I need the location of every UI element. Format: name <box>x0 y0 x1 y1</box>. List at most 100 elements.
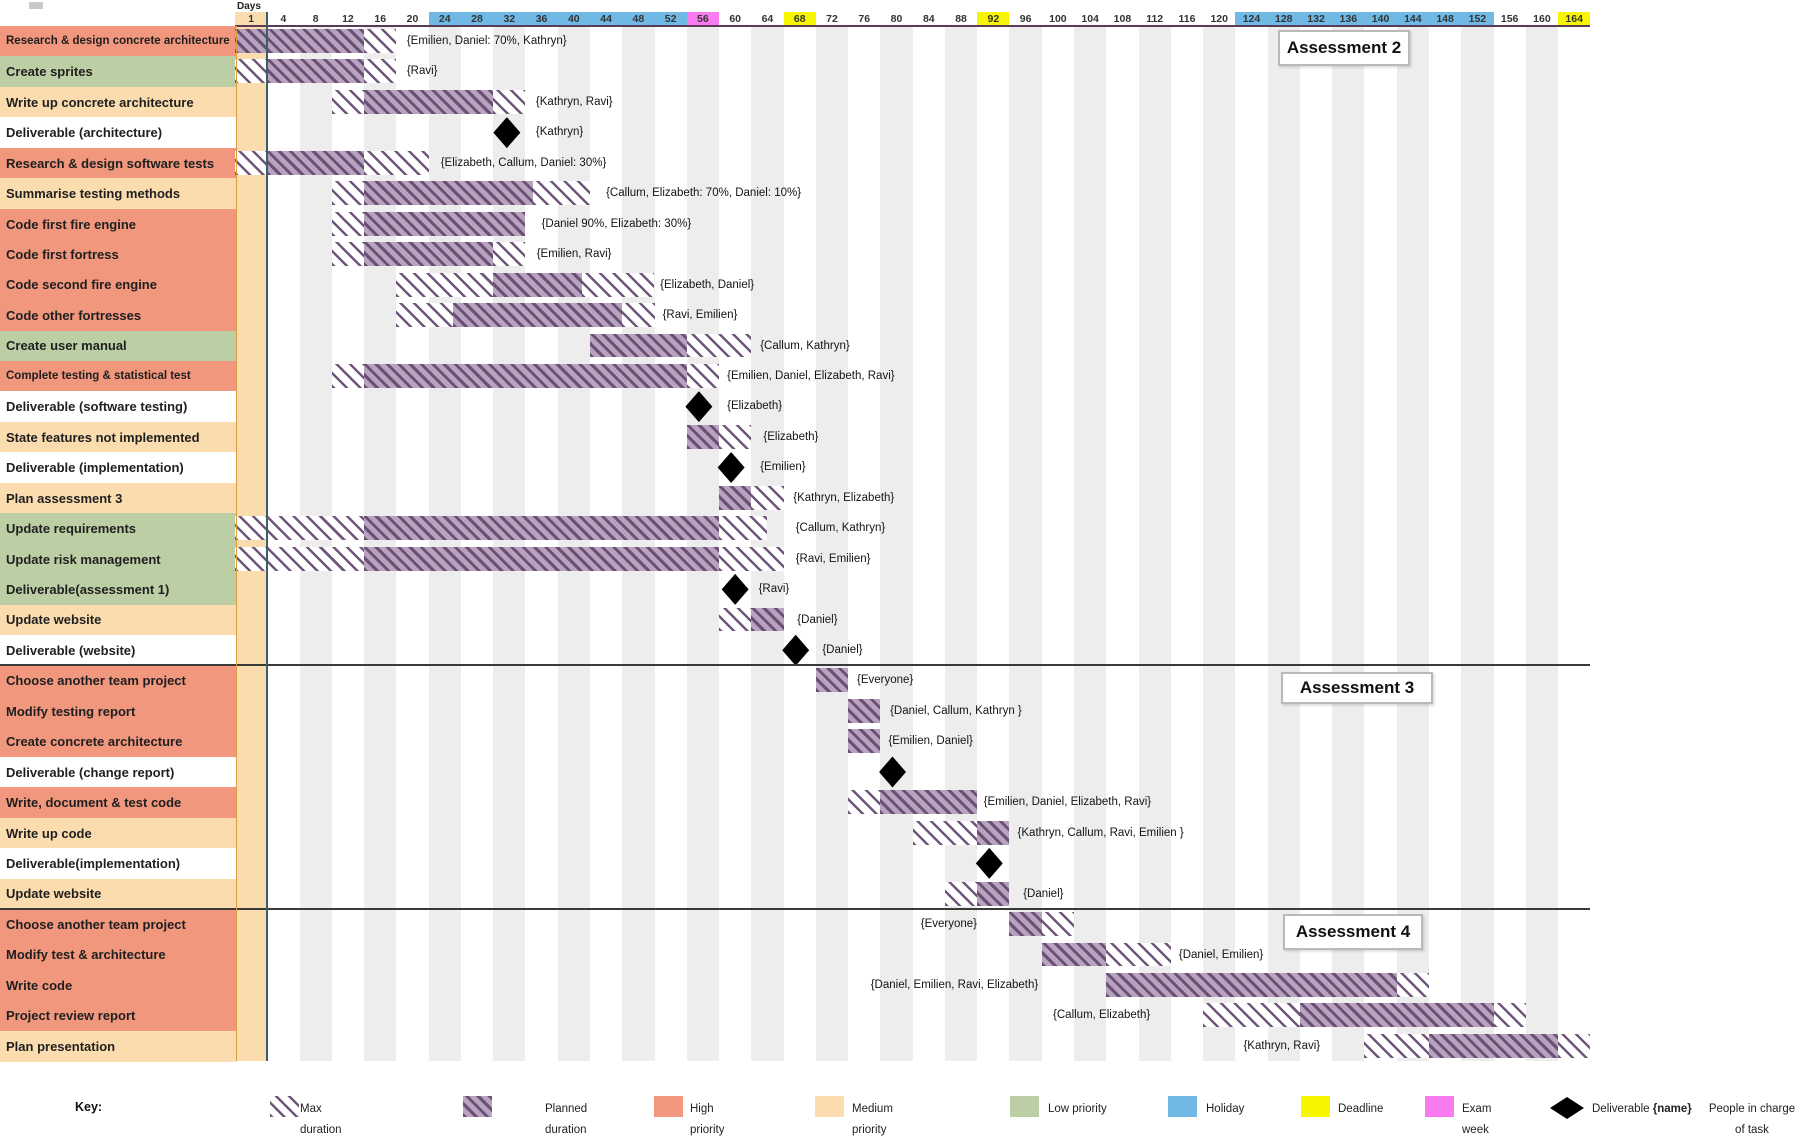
day-tick-132[interactable]: 132 <box>1299 12 1333 26</box>
planned-duration-bar[interactable] <box>364 89 494 114</box>
planned-duration-bar[interactable] <box>686 424 720 449</box>
task-label[interactable]: Deliverable (software testing) <box>0 391 236 423</box>
planned-duration-bar[interactable] <box>848 729 881 754</box>
planned-duration-bar[interactable] <box>1041 942 1107 967</box>
planned-duration-bar[interactable] <box>815 668 849 693</box>
task-label[interactable]: Research & design concrete architecture <box>0 26 236 57</box>
task-label[interactable]: Update requirements <box>0 513 236 544</box>
task-label[interactable]: State features not implemented <box>0 421 236 453</box>
task-label[interactable]: Code other fortresses <box>0 300 236 331</box>
planned-duration-bar[interactable] <box>977 820 1010 845</box>
max-duration-bar[interactable] <box>364 59 397 84</box>
task-label[interactable]: Deliverable (website) <box>0 635 236 666</box>
max-duration-bar[interactable] <box>493 89 526 114</box>
max-duration-bar[interactable] <box>493 242 526 267</box>
day-tick-112[interactable]: 112 <box>1138 12 1171 26</box>
max-duration-bar[interactable] <box>719 424 752 449</box>
day-tick-44[interactable]: 44 <box>589 12 623 26</box>
day-tick-64[interactable]: 64 <box>751 12 784 26</box>
day-tick-36[interactable]: 36 <box>525 12 558 26</box>
task-label[interactable]: Create sprites <box>0 56 236 88</box>
day-tick-48[interactable]: 48 <box>622 12 655 26</box>
day-tick-104[interactable]: 104 <box>1074 12 1107 26</box>
day-tick-152[interactable]: 152 <box>1461 12 1494 26</box>
day-tick-8[interactable]: 8 <box>299 12 332 26</box>
max-duration-bar[interactable] <box>364 29 397 53</box>
day-tick-156[interactable]: 156 <box>1493 12 1526 26</box>
max-duration-bar[interactable] <box>912 820 978 845</box>
day-tick-164[interactable]: 164 <box>1558 12 1591 26</box>
max-duration-bar[interactable] <box>719 516 768 541</box>
planned-duration-bar[interactable] <box>364 242 494 267</box>
day-tick-100[interactable]: 100 <box>1041 12 1075 26</box>
task-label[interactable]: Update website <box>0 878 236 910</box>
day-tick-60[interactable]: 60 <box>719 12 752 26</box>
day-tick-32[interactable]: 32 <box>493 12 526 26</box>
planned-duration-bar[interactable] <box>364 181 534 206</box>
planned-duration-bar[interactable] <box>719 485 752 510</box>
planned-duration-bar[interactable] <box>267 150 365 175</box>
max-duration-bar[interactable] <box>396 303 453 327</box>
max-duration-bar[interactable] <box>235 59 268 84</box>
day-tick-96[interactable]: 96 <box>1009 12 1042 26</box>
task-label[interactable]: Code first fire engine <box>0 208 236 240</box>
task-label[interactable]: Deliverable (architecture) <box>0 117 236 149</box>
task-label[interactable]: Update website <box>0 604 236 636</box>
max-duration-bar[interactable] <box>1396 972 1429 997</box>
day-tick-4[interactable]: 4 <box>267 12 300 26</box>
day-tick-68[interactable]: 68 <box>783 12 816 26</box>
task-label[interactable]: Choose another team project <box>0 665 236 697</box>
day-tick-76[interactable]: 76 <box>848 12 881 26</box>
task-label[interactable]: Write code <box>0 969 236 1001</box>
day-tick-108[interactable]: 108 <box>1106 12 1139 26</box>
max-duration-bar[interactable] <box>1364 1033 1429 1058</box>
max-duration-bar[interactable] <box>581 272 655 297</box>
day-tick-56[interactable]: 56 <box>686 12 720 26</box>
day-tick-128[interactable]: 128 <box>1267 12 1300 26</box>
task-label[interactable]: Complete testing & statistical test <box>0 360 236 392</box>
task-label[interactable]: Deliverable(implementation) <box>0 848 236 879</box>
max-duration-bar[interactable] <box>331 181 365 206</box>
max-duration-bar[interactable] <box>719 546 784 571</box>
planned-duration-bar[interactable] <box>848 698 881 723</box>
planned-duration-bar[interactable] <box>589 333 687 358</box>
day-tick-136[interactable]: 136 <box>1332 12 1365 26</box>
planned-duration-bar[interactable] <box>977 881 1010 906</box>
day-tick-140[interactable]: 140 <box>1364 12 1397 26</box>
max-duration-bar[interactable] <box>622 303 655 327</box>
max-duration-bar[interactable] <box>719 607 752 632</box>
max-duration-bar[interactable] <box>944 881 978 906</box>
task-label[interactable]: Project review report <box>0 1000 236 1032</box>
max-duration-bar[interactable] <box>751 485 784 510</box>
max-duration-bar[interactable] <box>331 89 365 114</box>
task-label[interactable]: Research & design software tests <box>0 147 236 179</box>
max-duration-bar[interactable] <box>1041 912 1075 936</box>
day-tick-92[interactable]: 92 <box>977 12 1010 26</box>
max-duration-bar[interactable] <box>331 363 365 388</box>
planned-duration-bar[interactable] <box>1009 912 1042 936</box>
planned-duration-bar[interactable] <box>364 546 720 571</box>
assessment-box[interactable]: Assessment 2 <box>1278 30 1410 66</box>
max-duration-bar[interactable] <box>235 150 268 175</box>
day-tick-148[interactable]: 148 <box>1428 12 1462 26</box>
task-label[interactable]: Plan presentation <box>0 1030 236 1062</box>
planned-duration-bar[interactable] <box>751 607 784 632</box>
planned-duration-bar[interactable] <box>364 363 687 388</box>
max-duration-bar[interactable] <box>533 181 590 206</box>
day-tick-120[interactable]: 120 <box>1203 12 1236 26</box>
task-label[interactable]: Create user manual <box>0 330 236 362</box>
day-tick-40[interactable]: 40 <box>557 12 590 26</box>
day-tick-84[interactable]: 84 <box>912 12 945 26</box>
max-duration-bar[interactable] <box>1558 1033 1591 1058</box>
day-tick-88[interactable]: 88 <box>944 12 978 26</box>
task-label[interactable]: Deliverable (implementation) <box>0 452 236 484</box>
task-label[interactable]: Modify testing report <box>0 695 236 727</box>
task-label[interactable]: Update risk management <box>0 543 236 575</box>
task-label[interactable]: Create concrete architecture <box>0 726 236 758</box>
planned-duration-bar[interactable] <box>493 272 582 297</box>
task-label[interactable]: Write, document & test code <box>0 787 236 818</box>
max-duration-bar[interactable] <box>396 272 494 297</box>
task-label[interactable]: Deliverable (change report) <box>0 756 236 788</box>
planned-duration-bar[interactable] <box>880 790 978 815</box>
day-tick-52[interactable]: 52 <box>654 12 687 26</box>
